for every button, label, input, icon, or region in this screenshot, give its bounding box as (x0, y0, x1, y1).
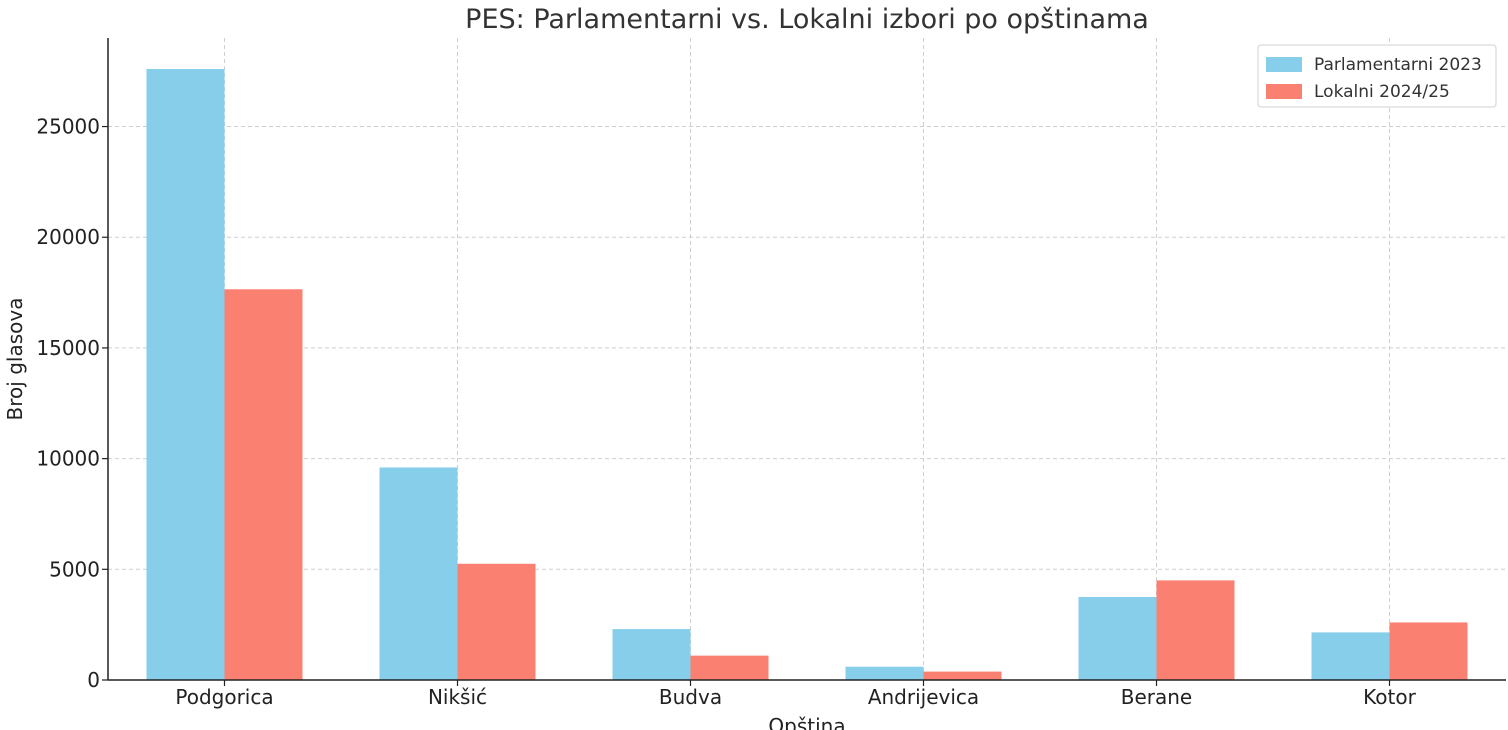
bar-lokalni-0 (224, 289, 303, 680)
bar-lokalni-3 (923, 671, 1002, 680)
bar-parlamentarni-0 (146, 68, 225, 680)
bar-parlamentarni-5 (1311, 632, 1390, 680)
chart-title: PES: Parlamentarni vs. Lokalni izbori po… (465, 4, 1149, 35)
x-tick-label: Kotor (1363, 685, 1416, 709)
axes (107, 38, 1506, 681)
y-tick-label: 25000 (36, 115, 100, 139)
y-tick-label: 0 (87, 668, 100, 692)
y-tick-label: 20000 (36, 225, 100, 249)
x-axis-label: Opština (768, 714, 845, 730)
bar-lokalni-5 (1389, 622, 1468, 680)
bar-parlamentarni-3 (845, 666, 924, 680)
grid (108, 38, 1506, 680)
legend: Parlamentarni 2023 Lokalni 2024/25 (1257, 44, 1497, 108)
legend-swatch-0 (1266, 57, 1302, 72)
x-tick-label: Berane (1121, 685, 1192, 709)
legend-label-0: Parlamentarni 2023 (1314, 55, 1482, 75)
x-tick-label: Andrijevica (868, 685, 979, 709)
legend-label-1: Lokalni 2024/25 (1314, 82, 1450, 102)
y-tick-label: 5000 (49, 557, 100, 581)
y-axis-label: Broj glasova (3, 298, 27, 421)
legend-frame (1257, 44, 1497, 108)
bar-parlamentarni-2 (612, 629, 691, 680)
bars (146, 68, 1468, 680)
bar-lokalni-4 (1156, 580, 1235, 680)
legend-swatch-1 (1266, 84, 1302, 99)
y-tick-label: 10000 (36, 447, 100, 471)
bar-lokalni-2 (690, 655, 769, 680)
y-tick-label: 15000 (36, 336, 100, 360)
x-tick-label: Budva (659, 685, 722, 709)
bar-parlamentarni-1 (379, 467, 458, 680)
x-tick-label: Podgorica (175, 685, 273, 709)
ticks: 0 5000 10000 15000 20000 25000 Podgorica Nikšić… (36, 115, 1416, 709)
bar-lokalni-1 (457, 563, 536, 680)
bar-parlamentarni-4 (1078, 596, 1157, 680)
x-tick-label: Nikšić (428, 685, 487, 709)
